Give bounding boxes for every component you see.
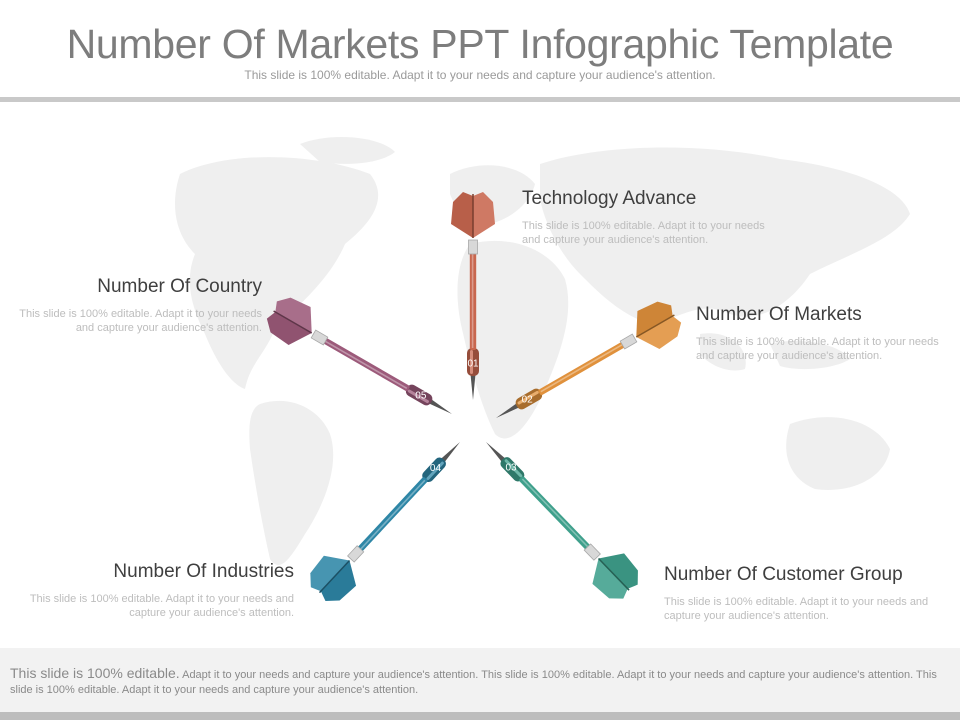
label-number-of-markets: Number Of Markets This slide is 100% edi… — [696, 304, 946, 363]
bottom-bar — [0, 712, 960, 720]
dart-barrel-highlight — [517, 390, 539, 405]
dart-shaft-highlight — [540, 343, 623, 393]
dart-flight-right — [275, 297, 312, 333]
footer-body: Adapt it to your needs and capture your … — [10, 669, 937, 696]
dart-flight-right — [473, 192, 495, 238]
dart-tip — [440, 442, 460, 463]
description-number-of-country: This slide is 100% editable. Adapt it to… — [19, 308, 262, 334]
dart-number-of-country: 05 — [266, 297, 452, 414]
dart-tip — [496, 402, 520, 418]
dart-flight-left — [451, 192, 473, 238]
dart-number-of-industries: 04 — [310, 442, 460, 601]
heading-technology-advance: Technology Advance — [522, 188, 697, 209]
dart-number-01: 01 — [467, 359, 479, 370]
dart-technology-advance: 01 — [451, 192, 495, 400]
dart-collar — [468, 239, 478, 255]
page-subtitle: This slide is 100% editable. Adapt it to… — [244, 68, 716, 82]
dart-shaft-highlight — [471, 254, 474, 348]
dart-number-03: 03 — [505, 463, 517, 474]
label-number-of-country: Number Of Country This slide is 100% edi… — [10, 276, 262, 335]
label-technology-advance: Technology Advance This slide is 100% ed… — [522, 188, 782, 247]
footer: This slide is 100% editable. Adapt it to… — [0, 648, 960, 712]
dart-flight-left — [266, 312, 312, 346]
dart-flight-left — [636, 301, 673, 337]
description-number-of-markets: This slide is 100% editable. Adapt it to… — [696, 336, 939, 362]
dart-barrel-highlight — [407, 389, 429, 404]
dart-flight-right — [636, 316, 682, 350]
heading-number-of-customer-group: Number Of Customer Group — [664, 564, 903, 585]
dart-shaft-highlight — [324, 340, 408, 390]
dart-collar — [583, 543, 601, 561]
heading-number-of-industries: Number Of Industries — [113, 561, 294, 582]
footer-text: This slide is 100% editable. Adapt it to… — [10, 666, 950, 698]
dart-flight-spine — [273, 310, 313, 334]
dart-flight-spine — [318, 559, 351, 594]
dart-tip — [486, 442, 506, 463]
dart-flight-spine — [597, 558, 630, 591]
heading-number-of-country: Number Of Country — [97, 276, 262, 297]
dart-barrel-highlight — [426, 461, 444, 480]
dart-number-04: 04 — [430, 463, 442, 474]
dart-number-of-markets: 02 — [496, 301, 682, 418]
dart-collar — [347, 545, 365, 563]
header-divider — [0, 97, 960, 102]
dart-flight-spine — [635, 314, 675, 338]
dart-barrel-highlight — [504, 459, 523, 478]
dart-flight-left — [598, 553, 638, 589]
dart-collar — [619, 333, 638, 350]
dart-tip — [428, 398, 452, 414]
dart-flight-left — [320, 560, 357, 601]
dart-shaft-highlight — [360, 479, 426, 550]
dart-flight-right — [310, 555, 350, 592]
description-technology-advance: This slide is 100% editable. Adapt it to… — [522, 220, 765, 246]
page-title: Number Of Markets PPT Infographic Templa… — [66, 21, 894, 67]
dart-number-02: 02 — [522, 395, 534, 406]
dart-shaft-highlight — [521, 478, 589, 548]
dart-number-05: 05 — [415, 391, 427, 402]
label-number-of-customer-group: Number Of Customer Group This slide is 1… — [664, 564, 944, 623]
header: Number Of Markets PPT Infographic Templa… — [0, 0, 960, 104]
dart-barrel-highlight — [470, 350, 473, 374]
description-number-of-customer-group: This slide is 100% editable. Adapt it to… — [664, 596, 929, 622]
dart-flight-right — [592, 558, 628, 599]
dart-collar — [310, 329, 329, 346]
footer-lead: This slide is 100% editable. — [10, 665, 180, 681]
heading-number-of-markets: Number Of Markets — [696, 304, 862, 325]
dart-number-of-customer-group: 03 — [486, 442, 638, 599]
label-number-of-industries: Number Of Industries This slide is 100% … — [22, 561, 294, 620]
dart-tip — [470, 374, 476, 400]
description-number-of-industries: This slide is 100% editable. Adapt it to… — [29, 593, 294, 619]
